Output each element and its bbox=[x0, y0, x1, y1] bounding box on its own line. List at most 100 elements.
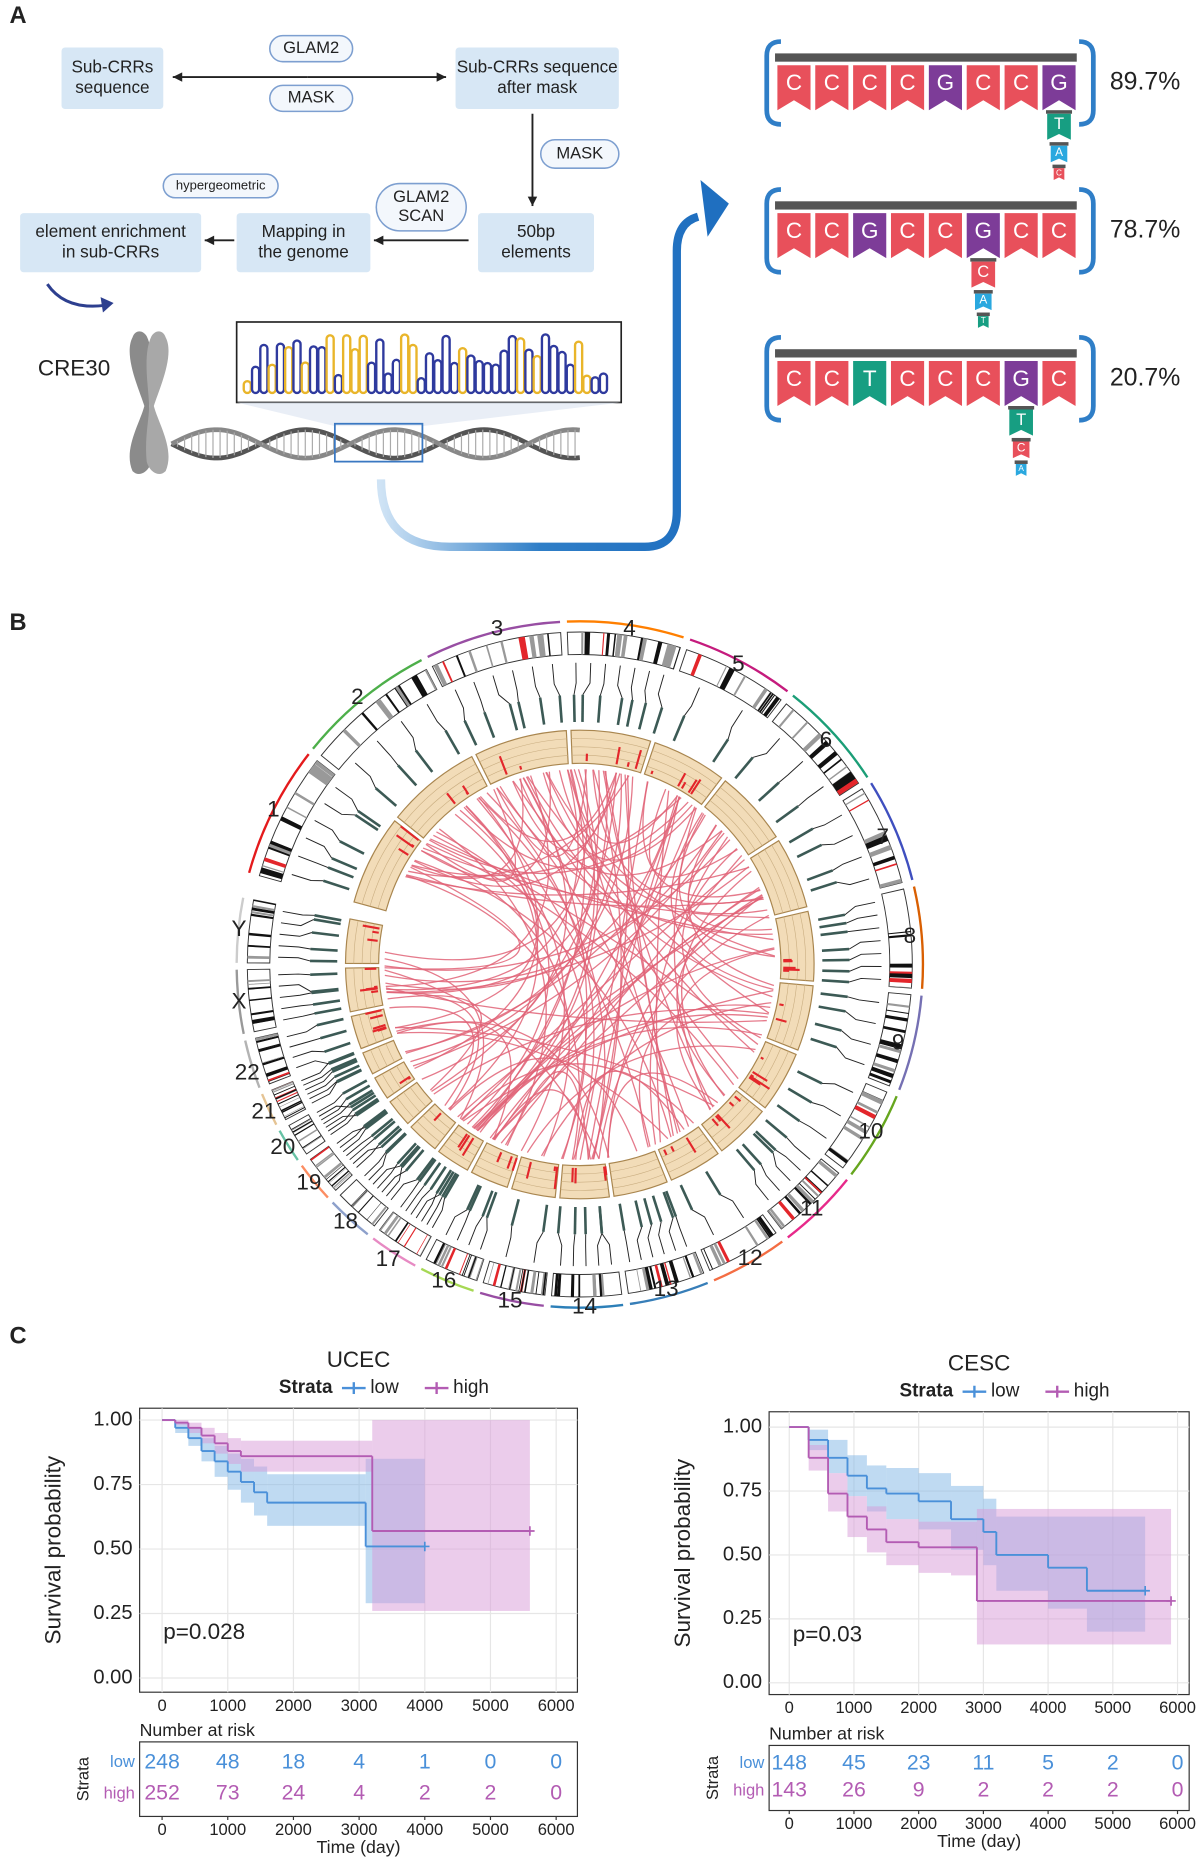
ideogram-band bbox=[247, 979, 271, 983]
ideogram-band bbox=[817, 751, 838, 769]
table-title: Number at risk bbox=[140, 1720, 255, 1740]
track-bar bbox=[371, 990, 379, 994]
chromosome-icon bbox=[129, 331, 169, 474]
label-connector bbox=[410, 1189, 432, 1215]
ideogram-band bbox=[761, 694, 776, 714]
x-tick-label: 5000 bbox=[472, 1820, 509, 1839]
link-chord bbox=[433, 834, 759, 1045]
track-bar bbox=[716, 1113, 731, 1129]
risk-count: 2 bbox=[977, 1778, 989, 1802]
label-connector bbox=[821, 1082, 854, 1093]
track-grid bbox=[396, 1096, 415, 1119]
ideogram-band bbox=[823, 758, 842, 774]
track-bar bbox=[760, 1056, 764, 1060]
base-tag bbox=[928, 65, 962, 111]
box-text: after mask bbox=[497, 77, 577, 97]
ideogram-band bbox=[570, 1274, 575, 1297]
label-connector bbox=[296, 1060, 330, 1069]
label-connector bbox=[658, 1221, 665, 1255]
chromosome-label: 13 bbox=[654, 1276, 679, 1301]
base-letter: A bbox=[1055, 145, 1063, 159]
chromosome-label: 3 bbox=[491, 616, 504, 641]
sub-crr-label bbox=[373, 1120, 396, 1141]
ideogram-band bbox=[716, 665, 728, 687]
ideogram-band bbox=[828, 765, 848, 781]
link-chord bbox=[540, 1002, 772, 1157]
ideogram-band bbox=[518, 636, 529, 660]
track-grid bbox=[791, 914, 798, 980]
track-grid bbox=[612, 1173, 665, 1189]
link-chord bbox=[670, 812, 774, 991]
label-connector bbox=[753, 1170, 769, 1201]
ideogram-band bbox=[323, 1161, 342, 1178]
base-letter: C bbox=[786, 366, 802, 391]
ideogram-band bbox=[385, 1215, 400, 1235]
label-connector bbox=[279, 992, 312, 998]
ideogram-band bbox=[636, 1269, 642, 1292]
chromosome-arc bbox=[898, 995, 923, 1091]
label-connector bbox=[849, 965, 882, 972]
ideogram-band bbox=[325, 1164, 344, 1180]
variant-stem bbox=[1052, 164, 1066, 169]
confidence-band bbox=[254, 1466, 268, 1516]
track-grid bbox=[403, 1091, 421, 1113]
ideogram-band bbox=[280, 816, 303, 831]
motif-bar bbox=[775, 53, 1077, 62]
ideogram-band bbox=[329, 1168, 347, 1184]
ideogram-band bbox=[272, 1083, 294, 1093]
base-letter: C bbox=[899, 218, 915, 243]
risk-count: 4 bbox=[353, 1781, 365, 1805]
label-connector bbox=[630, 667, 636, 700]
ideogram-band bbox=[600, 1273, 605, 1297]
ideogram bbox=[320, 668, 438, 771]
ideogram-band bbox=[518, 1269, 524, 1292]
risk-count: 2 bbox=[1107, 1778, 1119, 1802]
chromosome-arc bbox=[312, 658, 423, 750]
ideogram-band bbox=[537, 634, 546, 658]
track-grid bbox=[479, 738, 567, 763]
legend-title: Strata bbox=[279, 1377, 333, 1398]
label-connector bbox=[601, 1233, 613, 1265]
ideogram-band bbox=[248, 932, 272, 938]
chromosome-label: Y bbox=[232, 916, 247, 941]
logo-letter bbox=[275, 342, 286, 395]
sub-crr-label bbox=[618, 1203, 626, 1231]
sub-crr-label bbox=[444, 729, 461, 755]
ideogram-band bbox=[692, 1252, 703, 1275]
sub-crr-label bbox=[312, 999, 341, 1006]
link-chord bbox=[384, 769, 589, 961]
risk-count: 0 bbox=[1172, 1778, 1184, 1802]
risk-count: 248 bbox=[144, 1749, 180, 1773]
sub-crr-label bbox=[712, 738, 730, 763]
ideogram bbox=[431, 632, 563, 688]
track-grid bbox=[751, 1047, 782, 1098]
x-tick-label: 6000 bbox=[1159, 1814, 1196, 1833]
risk-count: 45 bbox=[842, 1750, 866, 1774]
link-chord bbox=[384, 824, 718, 983]
base-letter: T bbox=[1016, 410, 1026, 429]
ideogram-band bbox=[411, 674, 428, 698]
sub-crr-label bbox=[734, 756, 754, 780]
risk-count: 11 bbox=[972, 1750, 994, 1774]
ideogram-band bbox=[277, 1094, 299, 1105]
track-bar bbox=[395, 834, 415, 849]
label-connector bbox=[289, 1037, 321, 1048]
label-connector bbox=[492, 675, 511, 705]
track-grid bbox=[652, 750, 717, 785]
base-tag bbox=[1015, 463, 1027, 476]
ideogram-band bbox=[786, 1192, 805, 1213]
ideogram-band bbox=[250, 1010, 274, 1016]
track-grid bbox=[385, 1043, 395, 1063]
risk-count: 0 bbox=[485, 1749, 497, 1773]
y-tick-label: 0.75 bbox=[93, 1473, 132, 1495]
x-tick-label: 3000 bbox=[341, 1820, 378, 1839]
variant-stem bbox=[973, 290, 993, 294]
link-chord bbox=[461, 859, 745, 1121]
sub-crr-label bbox=[583, 1206, 587, 1235]
sub-crr-label bbox=[820, 930, 848, 937]
track-bar bbox=[372, 1023, 386, 1030]
risk-table bbox=[768, 1744, 1190, 1812]
ideogram-band bbox=[314, 760, 335, 778]
base-tag bbox=[853, 361, 887, 407]
